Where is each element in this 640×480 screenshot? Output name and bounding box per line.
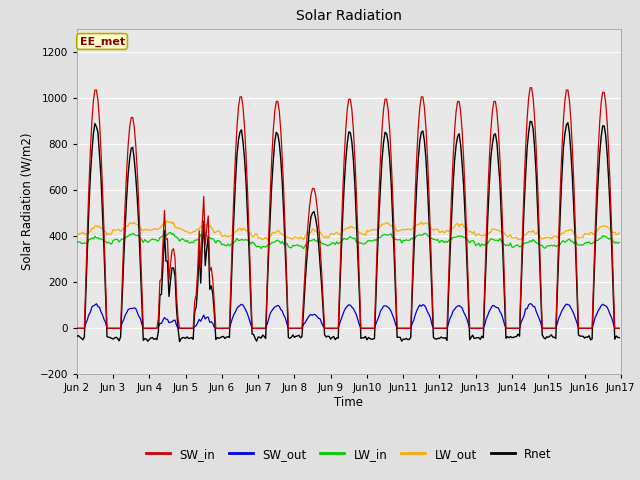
Title: Solar Radiation: Solar Radiation bbox=[296, 10, 402, 24]
Text: EE_met: EE_met bbox=[79, 36, 125, 47]
X-axis label: Time: Time bbox=[334, 396, 364, 409]
Legend: SW_in, SW_out, LW_in, LW_out, Rnet: SW_in, SW_out, LW_in, LW_out, Rnet bbox=[141, 443, 556, 465]
Y-axis label: Solar Radiation (W/m2): Solar Radiation (W/m2) bbox=[21, 133, 34, 270]
